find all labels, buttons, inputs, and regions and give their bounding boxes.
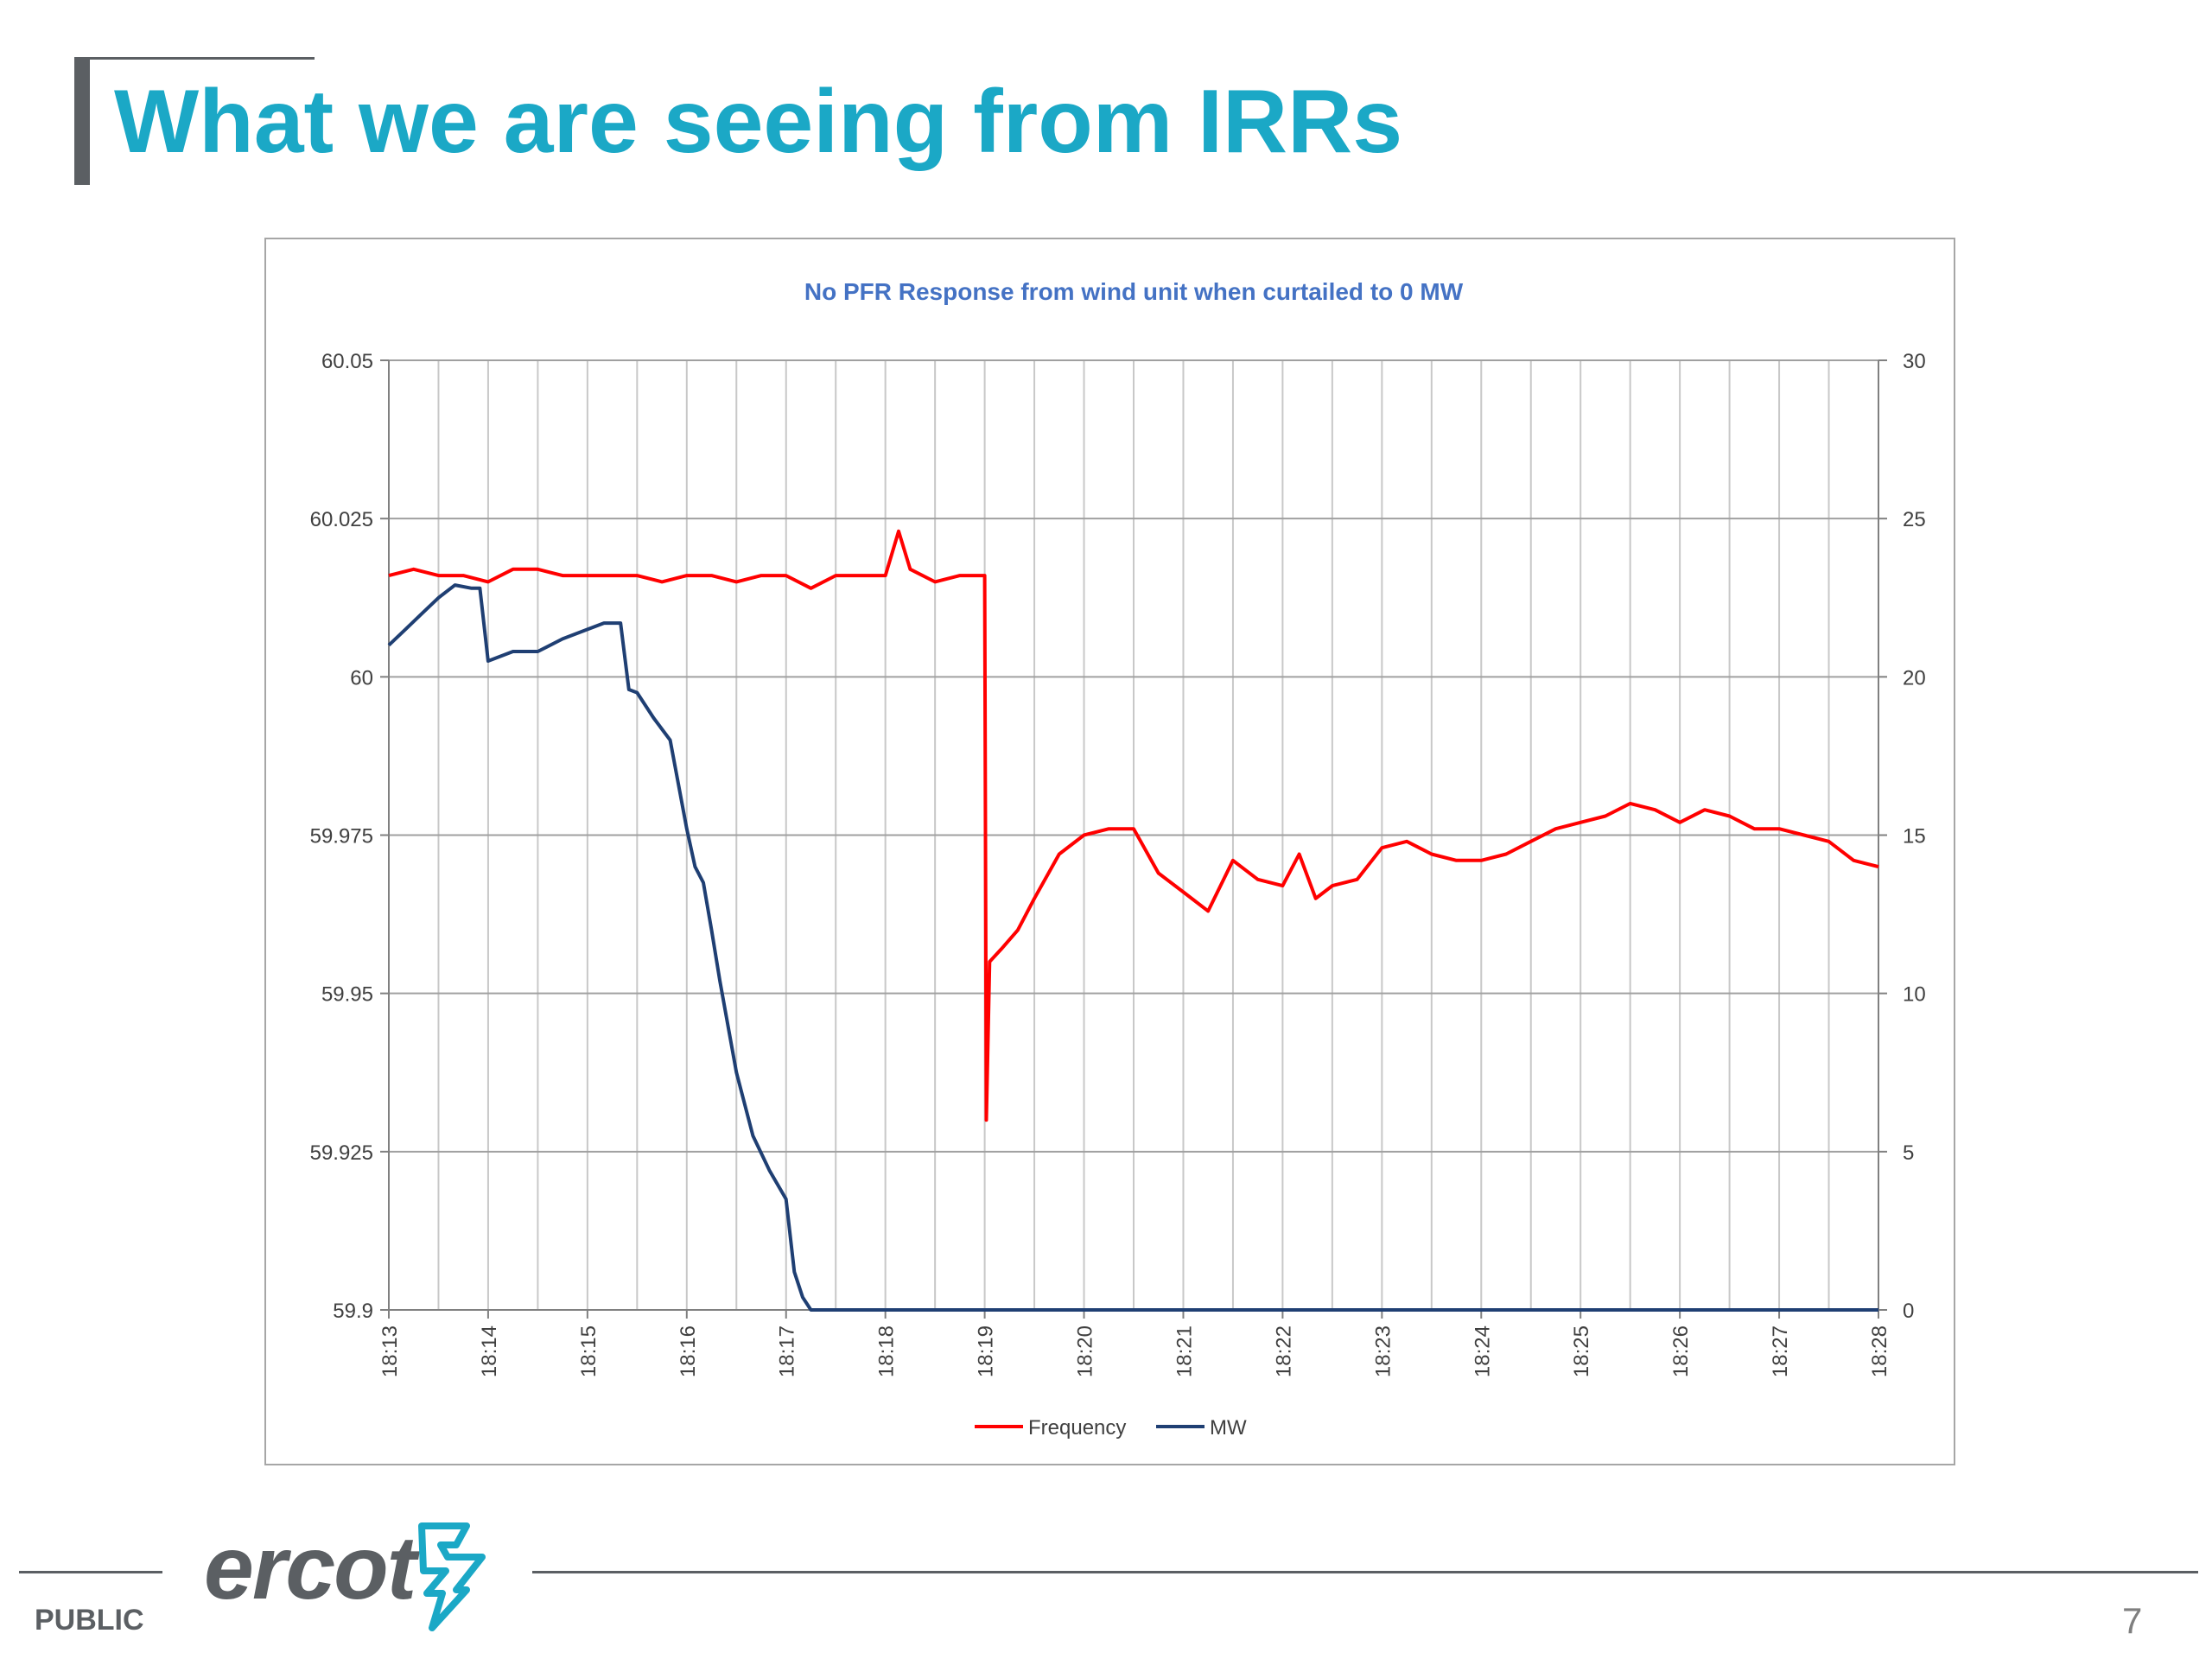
ercot-logo-text: ercot [204, 1518, 416, 1618]
y-left-tick-label: 60.025 [310, 508, 373, 531]
footer-public-label: PUBLIC [35, 1604, 144, 1637]
x-tick-label: 18:20 [1074, 1325, 1097, 1377]
y-left-tick-label: 59.975 [310, 825, 373, 849]
x-tick-label: 18:25 [1570, 1325, 1593, 1377]
ercot-logo-icon [418, 1522, 486, 1631]
x-tick-label: 18:17 [776, 1325, 799, 1377]
y-right-tick-label: 30 [1903, 350, 1926, 373]
x-tick-label: 18:18 [875, 1325, 899, 1377]
y-right-tick-label: 5 [1903, 1141, 1914, 1165]
series-line-frequency [388, 529, 1879, 1122]
x-tick-label: 18:28 [1868, 1325, 1891, 1377]
title-accent-rule [74, 57, 315, 60]
y-left-tick-label: 60 [350, 666, 373, 690]
x-tick-label: 18:21 [1173, 1325, 1196, 1377]
x-tick-label: 18:26 [1669, 1325, 1693, 1377]
y-right-tick-label: 15 [1903, 825, 1926, 849]
y-right-tick-label: 25 [1903, 508, 1926, 531]
slide-title: What we are seeing from IRRs [114, 72, 1403, 172]
y-left-tick-label: 60.05 [321, 350, 373, 373]
footer-rule-left [19, 1571, 162, 1573]
chart-frame: No PFR Response from wind unit when curt… [264, 238, 1955, 1465]
x-tick-label: 18:24 [1471, 1325, 1494, 1377]
x-tick-label: 18:23 [1371, 1325, 1395, 1377]
y-left-tick-label: 59.95 [321, 983, 373, 1007]
series-line-mw [387, 583, 1878, 1312]
x-tick-label: 18:16 [677, 1325, 700, 1377]
x-tick-label: 18:27 [1769, 1325, 1792, 1377]
page-number: 7 [2122, 1600, 2143, 1641]
legend-label-frequency: Frequency [1028, 1416, 1126, 1440]
x-tick-label: 18:13 [378, 1325, 402, 1377]
y-left-tick-label: 59.925 [310, 1141, 373, 1165]
x-tick-label: 18:15 [577, 1325, 601, 1377]
x-tick-label: 18:22 [1272, 1325, 1295, 1377]
y-left-tick-label: 59.9 [333, 1300, 373, 1323]
chart-title: No PFR Response from wind unit when curt… [804, 278, 1464, 305]
y-right-tick-label: 20 [1903, 666, 1926, 690]
y-right-tick-label: 10 [1903, 983, 1926, 1007]
y-right-tick-label: 0 [1903, 1300, 1914, 1323]
x-tick-label: 18:19 [975, 1325, 998, 1377]
x-tick-label: 18:14 [478, 1325, 501, 1377]
footer-rule-right [532, 1571, 2198, 1573]
title-accent-bar [74, 57, 90, 185]
chart-svg: No PFR Response from wind unit when curt… [310, 278, 1926, 1440]
legend-label-mw: MW [1210, 1416, 1247, 1440]
